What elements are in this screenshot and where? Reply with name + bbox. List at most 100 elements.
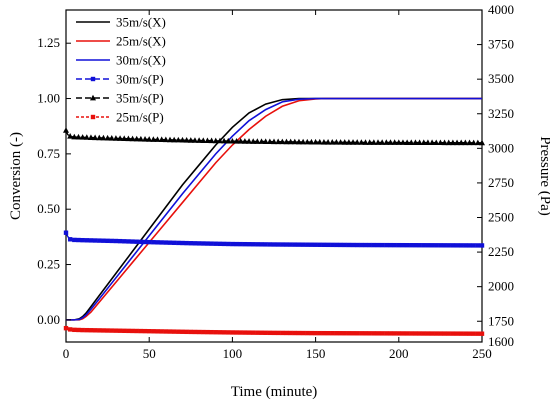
series-marker [345, 139, 352, 145]
series-marker [404, 331, 410, 336]
series-marker [371, 242, 377, 248]
x-tick-label: 100 [223, 346, 243, 361]
series-marker [291, 138, 298, 145]
series-marker [126, 328, 131, 334]
series-marker [259, 330, 264, 335]
series-marker [113, 238, 119, 244]
series-marker [100, 134, 107, 141]
series-marker [101, 238, 106, 243]
series-marker [142, 239, 148, 245]
series-marker [287, 138, 294, 145]
series-marker [147, 239, 152, 245]
series-marker [446, 331, 451, 336]
series-marker [362, 139, 369, 145]
series-marker [313, 330, 318, 336]
series-marker [80, 327, 85, 333]
y-right-tick-label: 1600 [488, 334, 514, 349]
series-marker [196, 137, 203, 143]
legend-label: 35m/s(X) [116, 15, 166, 30]
series-marker [92, 328, 98, 333]
series-marker [429, 331, 435, 336]
series-marker [420, 139, 427, 146]
series-marker [159, 240, 164, 245]
series-marker [333, 139, 340, 145]
series-marker [176, 240, 181, 246]
series-marker [83, 134, 90, 140]
series-marker [359, 242, 364, 248]
series-marker [425, 331, 431, 336]
series-marker [354, 139, 361, 145]
series-marker [334, 331, 339, 336]
series-marker [242, 241, 248, 247]
series-marker [383, 139, 390, 145]
series-marker [438, 331, 443, 336]
series-marker [441, 139, 448, 146]
legend-entry-3: 30m/s(P) [76, 72, 164, 87]
series-marker [251, 242, 256, 247]
series-marker [192, 329, 198, 335]
series-marker [134, 328, 139, 334]
series-marker [184, 240, 189, 246]
series-marker [467, 331, 472, 336]
series-marker [379, 139, 386, 145]
series-marker [216, 137, 223, 144]
series-marker [359, 331, 364, 336]
series-marker [205, 241, 210, 246]
series-marker [479, 243, 485, 248]
y-right-tick-label: 3500 [488, 71, 514, 86]
series-marker [404, 242, 410, 248]
series-4 [63, 127, 485, 146]
series-marker [355, 331, 360, 336]
series-marker [267, 242, 273, 247]
series-marker [470, 139, 477, 146]
series-marker [338, 242, 343, 248]
legend-entry-2: 30m/s(X) [76, 53, 166, 68]
series-marker [217, 241, 223, 247]
series-marker [396, 331, 401, 336]
series-marker [146, 136, 153, 142]
series-marker [400, 331, 406, 336]
series-marker [370, 139, 377, 145]
legend: 35m/s(X) 25m/s(X) 30m/s(X) 30m/s(P) 35m/s(P)… [76, 15, 166, 125]
series-marker [367, 331, 372, 336]
series-marker [104, 134, 111, 141]
series-marker [241, 138, 248, 144]
series-marker [76, 237, 81, 243]
series-marker [450, 331, 456, 336]
series-marker [171, 136, 178, 143]
series-marker [330, 331, 335, 336]
series-marker [479, 331, 485, 336]
series-marker [163, 329, 169, 334]
series-marker [90, 76, 96, 82]
series-marker [122, 239, 127, 244]
series-marker [151, 329, 156, 334]
series-marker [134, 239, 139, 244]
series-marker [196, 329, 202, 335]
series-marker [387, 139, 394, 145]
series-marker [363, 242, 368, 248]
series-marker [209, 329, 214, 335]
series-marker [317, 242, 322, 247]
series-marker [338, 331, 343, 336]
series-marker [212, 137, 219, 144]
series-marker [97, 328, 102, 333]
series-marker [375, 139, 381, 145]
series-marker [305, 242, 310, 247]
series-marker [417, 331, 422, 336]
series-marker [117, 238, 123, 244]
series-marker [417, 243, 422, 248]
series-marker [454, 331, 460, 336]
series-marker [76, 327, 81, 333]
series-3 [63, 230, 485, 248]
series-marker [445, 139, 452, 146]
series-marker [304, 138, 311, 145]
series-marker [409, 331, 414, 336]
series-marker [117, 135, 124, 141]
series-marker [250, 138, 257, 144]
series-marker [204, 137, 211, 144]
series-marker [138, 239, 144, 245]
series-marker [167, 329, 173, 334]
series-marker [337, 139, 344, 145]
series-marker [180, 329, 185, 334]
